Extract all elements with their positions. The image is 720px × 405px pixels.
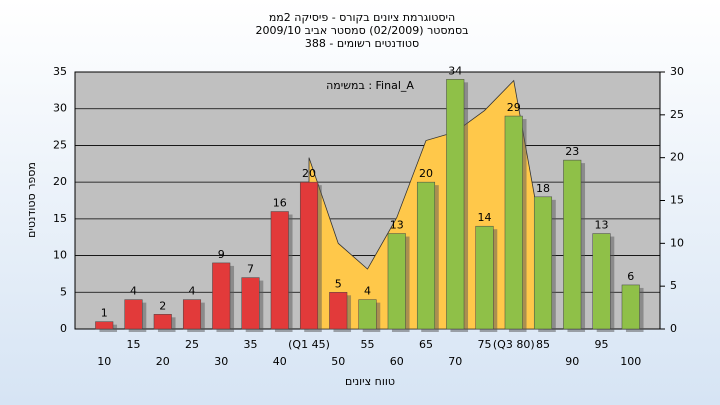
value-label: 1 bbox=[101, 307, 108, 320]
x-tick-label: (Q3 80) bbox=[493, 338, 535, 351]
y-tick-label: 0 bbox=[60, 322, 67, 335]
value-label: 7 bbox=[247, 263, 254, 276]
y-tick-label: 35 bbox=[53, 65, 67, 78]
value-label: 23 bbox=[565, 145, 579, 158]
bar bbox=[358, 299, 377, 330]
value-label: 6 bbox=[627, 270, 634, 283]
bar bbox=[563, 159, 582, 330]
value-label: 9 bbox=[218, 248, 225, 261]
bar bbox=[621, 284, 640, 330]
y2-tick-label: 0 bbox=[670, 322, 677, 335]
y2-tick-label: 5 bbox=[670, 279, 677, 292]
x-tick-label: 85 bbox=[536, 338, 550, 351]
value-label: 5 bbox=[335, 277, 342, 290]
y-tick-label: 15 bbox=[53, 212, 67, 225]
x-tick-label: 95 bbox=[595, 338, 609, 351]
x-tick-label: 90 bbox=[565, 355, 579, 368]
bar bbox=[124, 299, 143, 330]
x-tick-label: 75 bbox=[478, 338, 492, 351]
y-axis-title: מספר סטודנטים bbox=[25, 162, 38, 238]
x-axis-title: טווח ציונים bbox=[345, 375, 395, 388]
title-line: בסמסטר (02/2009) סמסטר אביב 2009/10 bbox=[255, 24, 468, 37]
title-line: סטודנטים רשומים - 388 bbox=[305, 37, 419, 50]
x-tick-label: 15 bbox=[127, 338, 141, 351]
y2-tick-label: 20 bbox=[670, 151, 684, 164]
value-label: 16 bbox=[273, 197, 287, 210]
bar bbox=[475, 225, 494, 330]
bar bbox=[95, 321, 114, 330]
bar bbox=[533, 196, 553, 330]
value-label: 4 bbox=[189, 285, 196, 298]
y-tick-label: 10 bbox=[53, 249, 67, 262]
y2-tick-label: 10 bbox=[670, 236, 684, 249]
bar bbox=[182, 299, 202, 330]
value-label: 13 bbox=[595, 219, 609, 232]
x-tick-label: 20 bbox=[156, 355, 170, 368]
value-label: 14 bbox=[478, 211, 492, 224]
y2-tick-label: 15 bbox=[670, 194, 684, 207]
y-tick-label: 30 bbox=[53, 102, 67, 115]
bar bbox=[592, 233, 611, 330]
x-tick-label: 10 bbox=[97, 355, 111, 368]
y-tick-label: 20 bbox=[53, 175, 67, 188]
title-line: היסטוגרמת ציונים בקורס - פיסיקה 2ממ bbox=[269, 11, 455, 24]
y2-tick-label: 30 bbox=[670, 65, 684, 78]
value-label: 2 bbox=[159, 299, 166, 312]
value-label: 34 bbox=[448, 64, 462, 77]
x-tick-label: 30 bbox=[214, 355, 228, 368]
value-label: 20 bbox=[302, 167, 316, 180]
x-tick-label: (Q1 45) bbox=[288, 338, 330, 351]
bar bbox=[504, 115, 523, 330]
x-tick-label: 100 bbox=[620, 355, 641, 368]
value-label: 13 bbox=[390, 219, 404, 232]
y-tick-label: 5 bbox=[60, 285, 67, 298]
value-label: 4 bbox=[364, 285, 371, 298]
x-tick-label: 55 bbox=[361, 338, 375, 351]
bar bbox=[387, 233, 406, 330]
bar bbox=[270, 211, 289, 330]
bar bbox=[153, 314, 172, 330]
bar bbox=[299, 181, 319, 330]
x-tick-label: 50 bbox=[331, 355, 345, 368]
bar bbox=[241, 277, 260, 330]
x-tick-label: 25 bbox=[185, 338, 199, 351]
legend-label: במשימה : Final_A bbox=[326, 79, 414, 92]
x-tick-label: 70 bbox=[448, 355, 462, 368]
x-tick-label: 35 bbox=[244, 338, 258, 351]
bar bbox=[212, 262, 231, 330]
x-tick-label: 65 bbox=[419, 338, 433, 351]
x-tick-label: 40 bbox=[273, 355, 287, 368]
value-label: 20 bbox=[419, 167, 433, 180]
bar bbox=[329, 292, 348, 330]
titles: היסטוגרמת ציונים בקורס - פיסיקה 2ממ בסמס… bbox=[255, 11, 468, 50]
bar bbox=[446, 79, 465, 330]
bar bbox=[416, 181, 436, 330]
value-label: 29 bbox=[507, 101, 521, 114]
value-label: 18 bbox=[536, 182, 550, 195]
y-tick-label: 25 bbox=[53, 138, 67, 151]
value-label: 4 bbox=[130, 285, 137, 298]
y2-tick-label: 25 bbox=[670, 108, 684, 121]
x-tick-label: 60 bbox=[390, 355, 404, 368]
